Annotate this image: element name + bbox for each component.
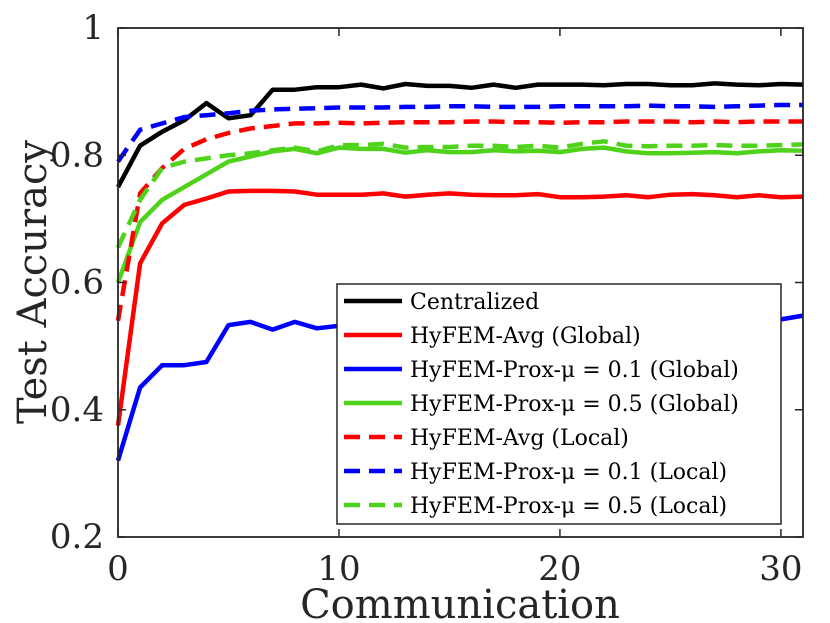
- y-axis-label: Test Accuracy: [10, 140, 56, 424]
- legend-label-centralized: Centralized: [410, 290, 539, 315]
- series-line-hyfem-avg-local: [115, 119, 803, 322]
- legend-label-hyfem-prox-mu-0-1-local: HyFEM-Prox-μ = 0.1 (Local): [410, 460, 727, 485]
- series-line-centralized: [116, 81, 804, 189]
- legend-label-hyfem-prox-mu-0-5-local: HyFEM-Prox-μ = 0.5 (Local): [410, 494, 727, 519]
- y-tick-label: 0.8: [50, 135, 104, 175]
- series-line-hyfem-avg-global: [115, 188, 804, 427]
- legend-label-hyfem-prox-mu-0-1-global: HyFEM-Prox-μ = 0.1 (Global): [410, 358, 739, 383]
- legend-box: [336, 283, 782, 525]
- x-axis-label: Communication: [300, 582, 620, 623]
- tick-layer: 0 10 20 30 0.2 0.4 0.6 0.8 1: [50, 8, 803, 589]
- series-line-hyfem-prox-mu-0-1-local: [116, 102, 803, 163]
- x-tick-label: 20: [538, 549, 581, 589]
- y-tick-label: 1: [82, 8, 104, 48]
- x-tick-label: 30: [759, 549, 802, 589]
- legend-label-hyfem-avg-global: HyFEM-Avg (Global): [410, 324, 641, 349]
- legend: Centralized HyFEM-Avg (Global) HyFEM-Prox-…: [336, 283, 782, 525]
- y-tick-label: 0.4: [50, 390, 104, 430]
- x-tick-label: 0: [107, 549, 129, 589]
- y-tick-label: 0.6: [50, 263, 104, 303]
- series-line-hyfem-prox-mu-0-5-global: [115, 145, 804, 284]
- series-line-hyfem-prox-mu-0-5-local: [115, 139, 804, 249]
- x-tick-label: 10: [317, 549, 360, 589]
- y-tick-label: 0.2: [50, 517, 104, 557]
- legend-label-hyfem-avg-local: HyFEM-Avg (Local): [410, 426, 629, 451]
- legend-label-hyfem-prox-mu-0-5-global: HyFEM-Prox-μ = 0.5 (Global): [410, 392, 739, 417]
